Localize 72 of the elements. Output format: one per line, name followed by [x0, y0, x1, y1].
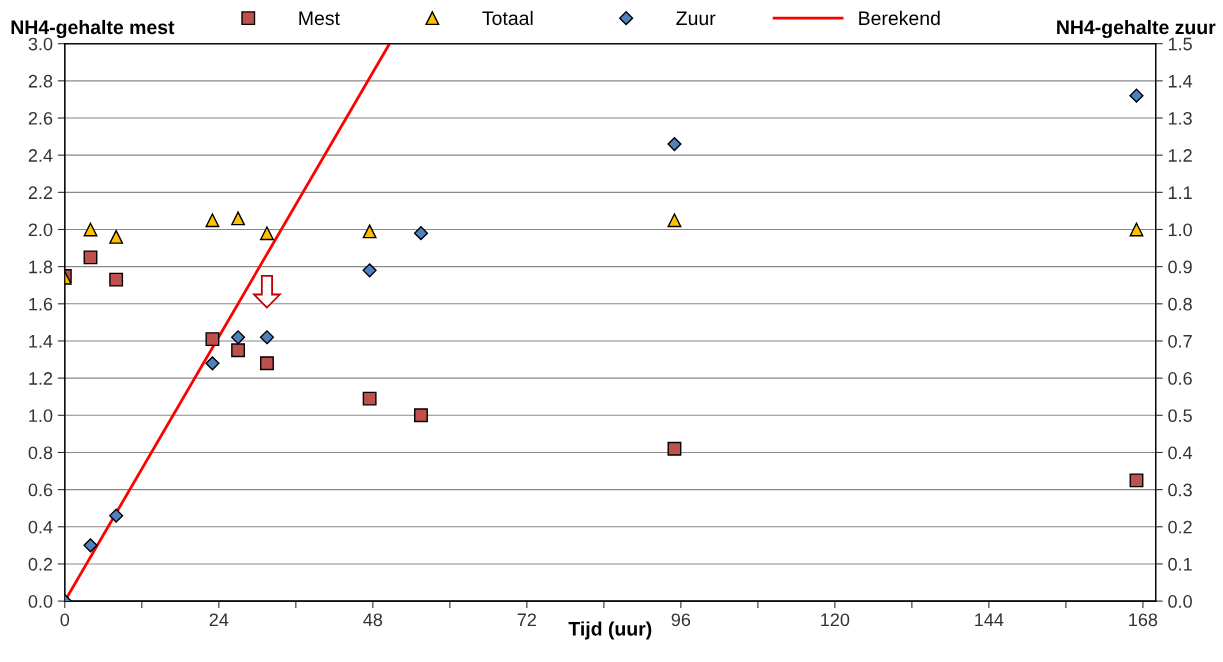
point [362, 263, 377, 278]
point [109, 229, 124, 244]
y-tick-label: 0.4 [28, 520, 53, 534]
x-tick-label: 168 [1129, 613, 1158, 627]
y-tick-label: 2.0 [28, 223, 53, 237]
point [231, 343, 246, 358]
point [260, 356, 274, 371]
y-tick-label: 0.2 [28, 557, 53, 571]
point [205, 332, 220, 347]
y-tick-label: 1.4 [29, 335, 53, 348]
y-tick-label: 2.4 [28, 149, 53, 162]
y2-tick-label: 1.0 [1168, 223, 1192, 237]
y-tick-label: 1.6 [29, 297, 53, 311]
point [667, 213, 682, 228]
legend-label: Zuur [676, 11, 716, 26]
y2-tick-label: 1.5 [1168, 37, 1192, 51]
y2-tick-label: 0.7 [1168, 334, 1192, 348]
point [667, 136, 682, 152]
point [205, 213, 220, 228]
y2-tick-label: 0.8 [1168, 297, 1192, 311]
x-tick-label: 48 [363, 613, 383, 627]
y2-tick-label: 1.3 [1168, 111, 1192, 125]
y2-tick-label: 1.2 [1168, 149, 1192, 162]
x-axis-title: Tijd (uur) [568, 621, 652, 640]
y2-tick-label: 0.3 [1168, 483, 1192, 497]
x-tick-label: 0 [60, 613, 70, 627]
point [109, 508, 124, 523]
x-tick-label: 120 [821, 613, 850, 627]
point [413, 226, 429, 241]
y-tick-label: 2.8 [28, 74, 53, 88]
y-tick-label: 3.0 [28, 37, 53, 51]
point [205, 356, 220, 371]
point [1129, 88, 1144, 103]
point [109, 272, 124, 287]
point [362, 391, 377, 406]
x-tick-label: 24 [209, 613, 229, 626]
point [83, 250, 98, 265]
y-tick-label: 0.0 [28, 595, 53, 608]
point [260, 226, 274, 241]
x-tick-label: 96 [671, 613, 691, 627]
y2-tick-label: 0.2 [1168, 520, 1192, 534]
y-tick-label: 1.2 [29, 372, 53, 385]
point [1129, 222, 1144, 237]
point [259, 330, 275, 345]
y-tick-label: 0.6 [28, 483, 53, 497]
y2-tick-label: 0.5 [1168, 409, 1192, 423]
y2-tick-label: 0.6 [1168, 372, 1192, 385]
y2-tick-label: 0.0 [1168, 595, 1192, 608]
y-axis-title: NH4-gehalte mest [11, 19, 175, 39]
y2-tick-label: 0.9 [1168, 260, 1192, 274]
y-tick-label: 1.8 [29, 260, 53, 274]
x-tick-label: 144 [975, 613, 1004, 626]
legend-label: Totaal [482, 10, 533, 26]
y-tick-label: 2.2 [28, 186, 53, 199]
legend-label: Mest [299, 11, 340, 26]
point [83, 538, 98, 553]
x-tick-label: 72 [517, 613, 536, 626]
point [1129, 473, 1144, 488]
point [83, 222, 98, 237]
point [231, 330, 246, 345]
y-tick-label: 2.6 [28, 111, 53, 125]
point [362, 224, 377, 239]
y-tick-label: 0.8 [28, 446, 53, 460]
y2-tick-label: 1.4 [1168, 74, 1193, 88]
point [414, 408, 428, 423]
y-tick-label: 1.0 [29, 409, 53, 423]
legend-label: Berekend [859, 10, 940, 26]
y2-tick-label: 0.1 [1168, 557, 1192, 571]
point [231, 211, 246, 226]
y2-tick-label: 0.4 [1168, 446, 1193, 460]
point [667, 441, 682, 456]
y2-tick-label: 1.1 [1168, 186, 1192, 199]
